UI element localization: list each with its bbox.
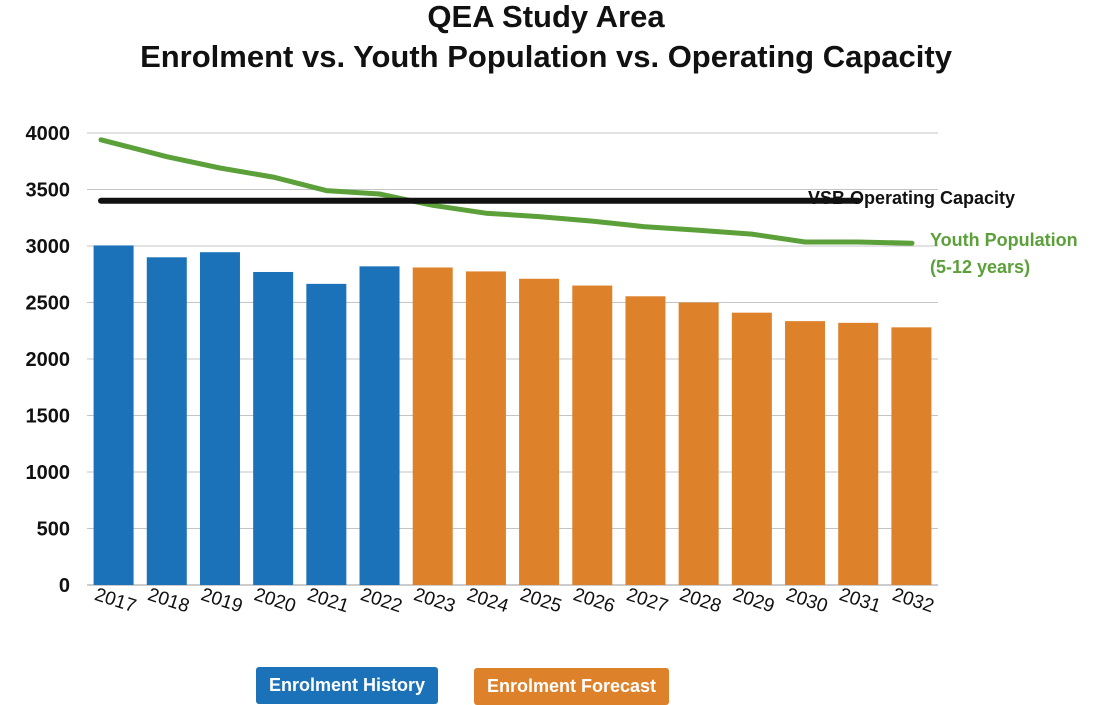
bar-enrolment-forecast-2030 [785, 321, 826, 585]
y-tick-label: 3000 [26, 236, 71, 258]
y-tick-label: 1500 [26, 406, 71, 428]
bar-enrolment-history-2019 [199, 252, 240, 585]
bars [93, 245, 932, 585]
x-tick-label-2031: 2031 [837, 584, 884, 617]
y-tick-label: 2000 [26, 349, 71, 371]
bar-enrolment-forecast-2029 [731, 312, 772, 585]
capacity-annotation: VSB Operating Capacity [808, 188, 1015, 208]
bar-enrolment-history-2020 [253, 271, 294, 585]
bar-enrolment-forecast-2024 [465, 271, 506, 585]
x-tick-label-2020: 2020 [252, 584, 299, 617]
y-tick-label: 4000 [26, 123, 71, 145]
bar-enrolment-forecast-2032 [891, 327, 932, 585]
y-tick-label: 0 [59, 575, 70, 597]
y-tick-label: 1000 [26, 462, 71, 484]
youth-population-annotation-line-2: (5-12 years) [930, 257, 1030, 277]
y-tick-label: 3500 [26, 180, 71, 202]
bar-enrolment-forecast-2028 [678, 302, 719, 585]
chart-title-line-1: QEA Study Area [427, 0, 665, 34]
bar-enrolment-forecast-2023 [412, 267, 453, 585]
x-tick-label-2023: 2023 [411, 584, 458, 617]
bar-enrolment-history-2022 [359, 266, 400, 585]
x-tick-label-2032: 2032 [890, 584, 937, 617]
x-tick-label-2029: 2029 [730, 584, 777, 617]
bar-enrolment-history-2018 [146, 257, 187, 585]
bar-enrolment-history-2017 [93, 245, 134, 585]
x-tick-label-2017: 2017 [92, 584, 139, 617]
x-tick-label-2030: 2030 [783, 584, 830, 617]
x-tick-label-2027: 2027 [624, 584, 671, 617]
y-tick-label: 2500 [26, 293, 71, 315]
bar-enrolment-history-2021 [306, 283, 347, 585]
x-tick-label-2024: 2024 [464, 584, 511, 617]
y-tick-label: 500 [37, 519, 70, 541]
chart-title-line-2: Enrolment vs. Youth Population vs. Opera… [140, 39, 953, 74]
bar-enrolment-forecast-2025 [519, 278, 560, 585]
x-tick-label-2021: 2021 [305, 584, 352, 617]
line-youth-population-5-12-years- [98, 137, 915, 246]
lines [98, 137, 915, 246]
x-tick-label-2022: 2022 [358, 584, 405, 617]
bar-enrolment-forecast-2027 [625, 296, 666, 585]
legend-enrolment-forecast: Enrolment Forecast [474, 668, 670, 705]
bar-enrolment-forecast-2031 [838, 322, 879, 585]
legend-enrolment-history: Enrolment History [256, 667, 439, 704]
x-tick-label-2028: 2028 [677, 584, 724, 617]
bar-enrolment-forecast-2026 [572, 285, 613, 585]
x-axis-tick-labels: 2017 2018 2019 2020 2021 2022 2023 2024 2025 2026… [92, 584, 937, 617]
x-tick-label-2025: 2025 [517, 584, 564, 617]
youth-population-annotation-line-1: Youth Population [930, 230, 1078, 250]
y-axis-tick-labels: 0 500 1000 1500 2000 2500 3000 3500 4000 [26, 123, 71, 597]
x-tick-label-2018: 2018 [145, 584, 192, 617]
x-tick-label-2026: 2026 [571, 584, 618, 617]
x-tick-label-2019: 2019 [198, 584, 245, 617]
